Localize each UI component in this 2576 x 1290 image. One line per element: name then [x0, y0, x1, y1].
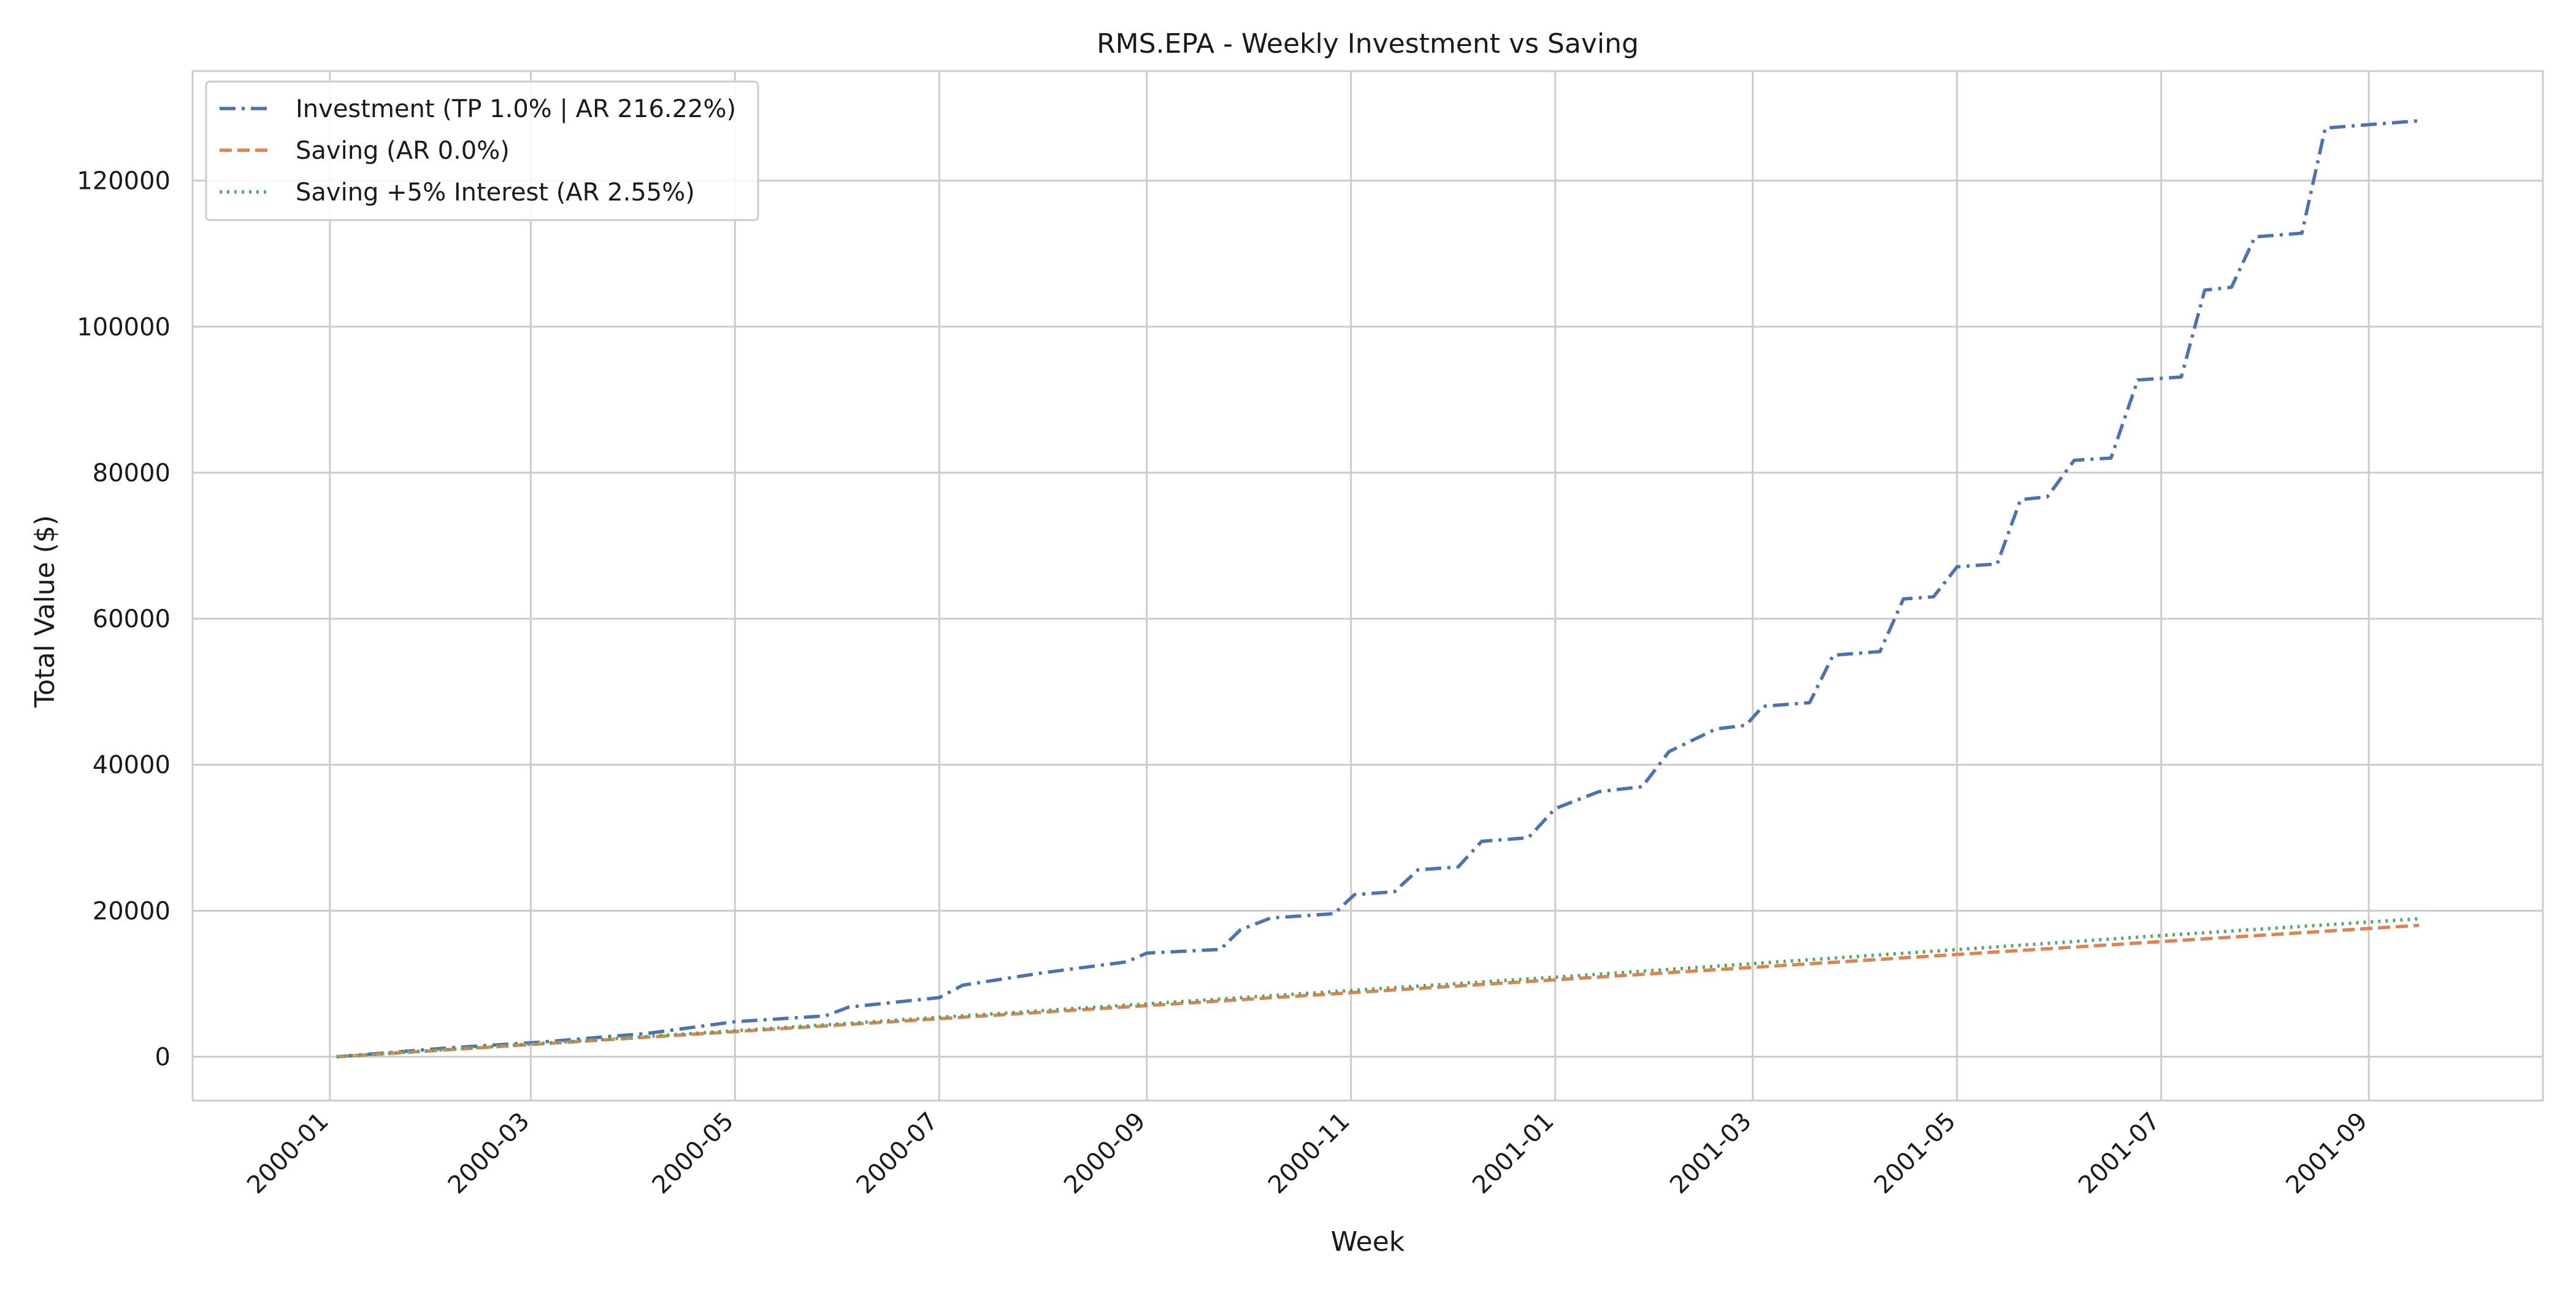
legend: Investment (TP 1.0% | AR 216.22%) Saving …: [205, 80, 759, 221]
y-axis-label: Total Value ($): [29, 515, 61, 708]
legend-label: Saving (AR 0.0%): [296, 137, 510, 165]
y-tick-label: 0: [155, 1044, 171, 1072]
legend-label: Investment (TP 1.0% | AR 216.22%): [296, 95, 736, 123]
y-tick-label: 20000: [93, 897, 171, 925]
y-tick-label: 80000: [93, 459, 171, 487]
y-tick-label: 60000: [93, 605, 171, 633]
chart-title: RMS.EPA - Weekly Investment vs Saving: [1097, 28, 1639, 59]
y-tick-label: 100000: [77, 313, 171, 342]
x-axis-label: Week: [1331, 1226, 1405, 1258]
y-tick-label: 40000: [93, 751, 171, 779]
legend-box: [205, 80, 759, 221]
plot-area-frame: [191, 70, 2544, 1102]
legend-label: Saving +5% Interest (AR 2.55%): [296, 178, 695, 207]
series-line-3: [336, 917, 2420, 1059]
series-line-1: [336, 119, 2420, 1059]
y-tick-label: 120000: [77, 167, 171, 196]
